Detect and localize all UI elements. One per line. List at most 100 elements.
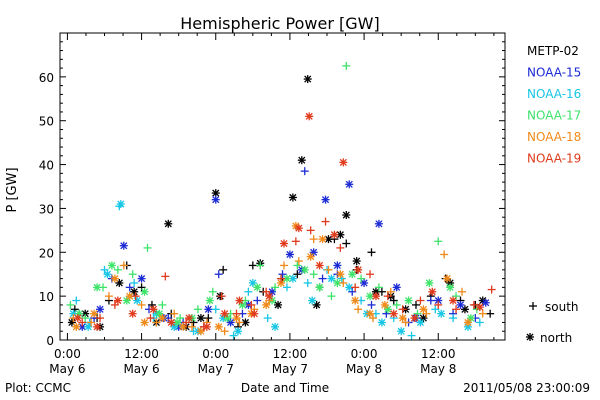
point-metp-02-north	[288, 193, 297, 202]
point-noaa-19-north	[202, 322, 211, 331]
x-tick-date-label: May 8	[420, 362, 456, 376]
y-axis-label: P [GW]	[5, 167, 20, 212]
x-tick-time-label: 12:00	[124, 347, 159, 361]
point-noaa-18-north	[443, 274, 452, 283]
point-noaa-17-north	[383, 305, 392, 314]
point-noaa-18-south	[220, 327, 229, 336]
point-noaa-18-north	[214, 322, 223, 331]
x-tick-time-label: 12:00	[421, 347, 456, 361]
point-noaa-16-south	[72, 296, 81, 305]
point-noaa-18-south	[401, 318, 410, 327]
point-noaa-18-south	[440, 250, 449, 259]
point-noaa-15-north	[226, 318, 235, 327]
point-noaa-18-south	[104, 292, 113, 301]
point-noaa-19-south	[78, 318, 87, 327]
point-noaa-19-south	[232, 309, 241, 318]
point-noaa-16-north	[103, 270, 112, 279]
point-noaa-17-south	[342, 61, 351, 70]
point-noaa-18-south	[170, 309, 179, 318]
point-noaa-17-north	[155, 309, 164, 318]
point-noaa-16-north	[116, 200, 125, 209]
point-metp-02-north	[352, 257, 361, 266]
y-tick-label: 60	[39, 71, 54, 85]
point-noaa-16-south	[282, 283, 291, 292]
point-noaa-17-north	[223, 314, 232, 323]
x-tick-date-label: May 6	[49, 362, 85, 376]
point-noaa-18-north	[262, 300, 271, 309]
point-noaa-16-south	[100, 265, 109, 274]
point-noaa-18-south	[309, 235, 318, 244]
point-noaa-15-north	[285, 250, 294, 259]
point-noaa-16-north	[397, 327, 406, 336]
point-noaa-16-north	[308, 296, 317, 305]
point-noaa-15-north	[321, 195, 330, 204]
point-noaa-19-south	[182, 318, 191, 327]
point-noaa-19-north	[220, 309, 229, 318]
legend-symbol-north	[526, 333, 534, 341]
point-noaa-17-south	[128, 270, 137, 279]
chart-legend: METP-02 NOAA-15 NOAA-16 NOAA-17 NOAA-18 NOAA-…	[527, 44, 581, 345]
point-noaa-18-north	[463, 318, 472, 327]
point-noaa-17-south	[143, 243, 152, 252]
point-noaa-17-south	[66, 300, 75, 309]
point-noaa-15-north	[456, 300, 465, 309]
point-noaa-17-north	[238, 300, 247, 309]
point-noaa-19-north	[315, 261, 324, 270]
point-noaa-15-south	[125, 283, 134, 292]
point-noaa-17-north	[253, 283, 262, 292]
legend-entry-noaa-19: NOAA-19	[527, 152, 581, 166]
point-noaa-16-south	[130, 278, 139, 287]
point-noaa-19-south	[398, 305, 407, 314]
point-noaa-19-south	[306, 226, 315, 235]
point-noaa-16-north	[84, 322, 93, 331]
point-noaa-15-north	[309, 248, 318, 257]
point-noaa-18-north	[318, 235, 327, 244]
point-noaa-17-north	[107, 261, 116, 270]
point-noaa-18-south	[324, 265, 333, 274]
point-noaa-19-south	[452, 305, 461, 314]
point-noaa-15-north	[333, 261, 342, 270]
point-noaa-16-north	[437, 309, 446, 318]
point-noaa-19-south	[351, 283, 360, 292]
point-noaa-15-south	[367, 300, 376, 309]
x-tick-time-label: 0:00	[54, 347, 81, 361]
x-tick-date-label: May 7	[198, 362, 234, 376]
point-noaa-17-south	[271, 283, 280, 292]
point-noaa-17-south	[434, 237, 443, 246]
point-noaa-16-south	[407, 331, 416, 340]
point-noaa-18-south	[386, 287, 395, 296]
point-noaa-18-north	[158, 314, 167, 323]
point-noaa-15-south	[348, 287, 357, 296]
point-noaa-17-south	[113, 265, 122, 274]
point-metp-02-north	[164, 219, 173, 228]
point-metp-02-north	[196, 314, 205, 323]
point-noaa-16-south	[244, 287, 253, 296]
legend-entry-noaa-15: NOAA-15	[527, 66, 581, 80]
point-metp-02-south	[412, 300, 420, 309]
legend-entry-noaa-18: NOAA-18	[527, 130, 581, 144]
point-noaa-17-north	[425, 278, 434, 287]
point-metp-02-north	[303, 75, 312, 84]
point-noaa-16-south	[229, 331, 238, 340]
legend-entry-noaa-16: NOAA-16	[527, 87, 581, 101]
point-noaa-16-south	[475, 318, 484, 327]
point-noaa-19-north	[410, 314, 419, 323]
point-noaa-19-north	[339, 158, 348, 167]
point-noaa-19-north	[305, 112, 314, 121]
point-noaa-19-south	[291, 237, 300, 246]
point-noaa-17-south	[208, 287, 217, 296]
point-noaa-16-south	[211, 305, 220, 314]
point-noaa-17-north	[446, 283, 455, 292]
point-metp-02-north	[67, 318, 76, 327]
point-noaa-17-south	[452, 292, 461, 301]
point-noaa-19-south	[262, 287, 271, 296]
point-noaa-17-south	[256, 261, 265, 270]
point-noaa-18-north	[90, 309, 99, 318]
x-tick-time-label: 0:00	[351, 347, 378, 361]
point-noaa-19-south	[217, 292, 226, 301]
point-noaa-19-south	[161, 272, 170, 281]
point-noaa-16-north	[377, 318, 386, 327]
point-noaa-18-north	[351, 296, 360, 305]
